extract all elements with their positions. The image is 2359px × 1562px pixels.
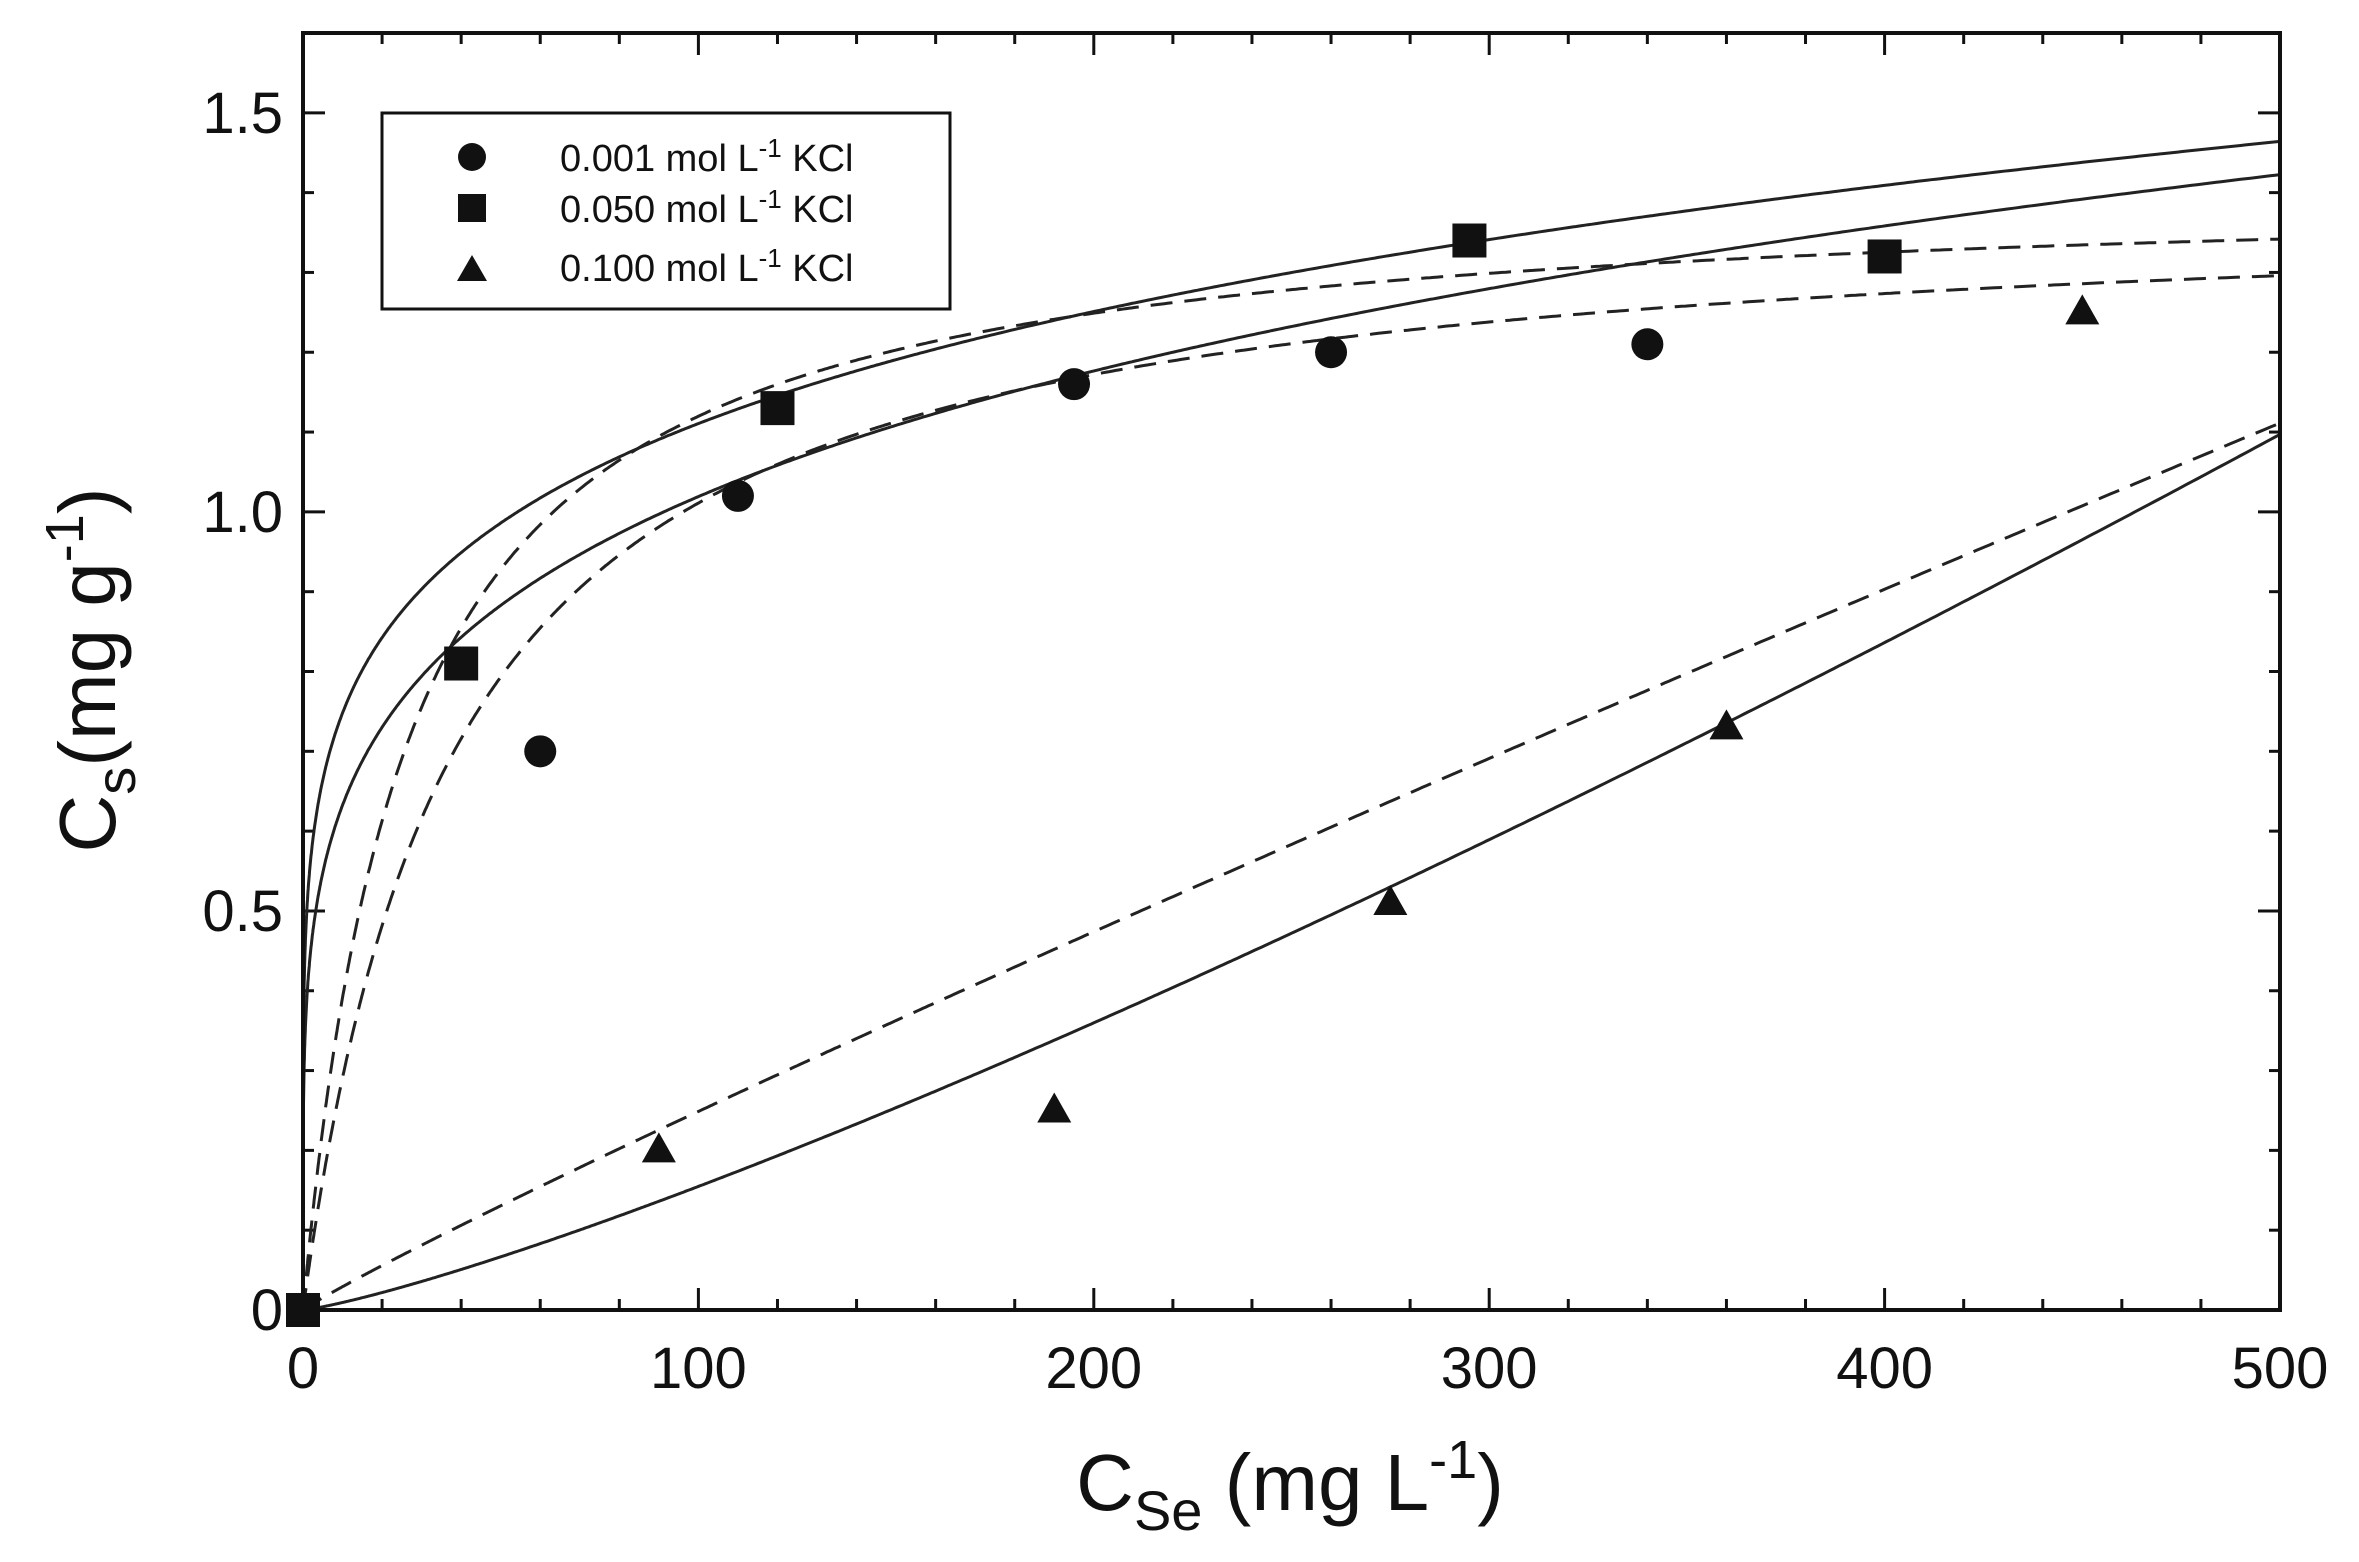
x-tick-label: 500 [2232,1336,2329,1401]
fit-curve-linear-solid-0.100 [302,433,2281,1312]
fit-lines [301,139,2281,1312]
fit-curve-langmuir-0.001 [301,274,2281,1311]
fit-curve-freundlich-0.050 [301,139,2281,1310]
data-point-square [1452,223,1487,258]
x-tick-label: 100 [650,1336,747,1401]
data-point-circle [524,735,557,768]
y-tick-labels: 0 0.5 1.0 1.5 [202,81,283,1343]
data-point-square [760,391,795,426]
legend-marker-triangle [457,255,487,281]
legend-entry-0: 0.001 mol L-1 KCl [560,133,854,180]
data-point-triangle [1709,709,1744,740]
fit-curve-langmuir-0.050 [301,237,2281,1310]
data-point-triangle [2065,294,2100,325]
data-point-circle [1315,336,1348,369]
data-point-circle [1058,368,1091,401]
legend-marker-square [458,194,486,222]
data-point-circle [1631,328,1664,361]
x-tick-label: 200 [1045,1336,1142,1401]
x-tick-label: 400 [1836,1336,1933,1401]
fit-curve-freundlich-0.001 [301,173,2281,1310]
y-tick-label: 1.0 [202,480,283,545]
legend-entry-1: 0.050 mol L-1 KCl [560,184,854,231]
data-point-square [444,646,479,681]
y-tick-label: 0 [251,1278,283,1343]
data-point-circle [721,479,754,512]
y-tick-label: 0.5 [202,879,283,944]
y-tick-label: 1.5 [202,81,283,146]
legend: 0.001 mol L-1 KCl 0.050 mol L-1 KCl 0.10… [380,111,952,311]
legend-entry-2: 0.100 mol L-1 KCl [560,243,854,290]
data-point-triangle [641,1132,676,1163]
fit-curve-linear-dashed-0.100 [301,421,2281,1312]
x-tick-labels: 0 100 200 300 400 500 [287,1336,2329,1401]
x-tick-label: 0 [287,1336,319,1401]
legend-marker-circle [458,143,486,171]
plot-frame [301,31,2282,1312]
x-axis-title: CSe (mg L-1) [1076,1430,1504,1542]
data-point-triangle [1373,884,1408,915]
data-point-square [1867,239,1902,274]
x-tick-label: 300 [1441,1336,1538,1401]
data-point-triangle [1037,1092,1072,1123]
data-points [286,223,2100,1327]
y-axis-title: Cs(mg g-1) [35,488,147,853]
